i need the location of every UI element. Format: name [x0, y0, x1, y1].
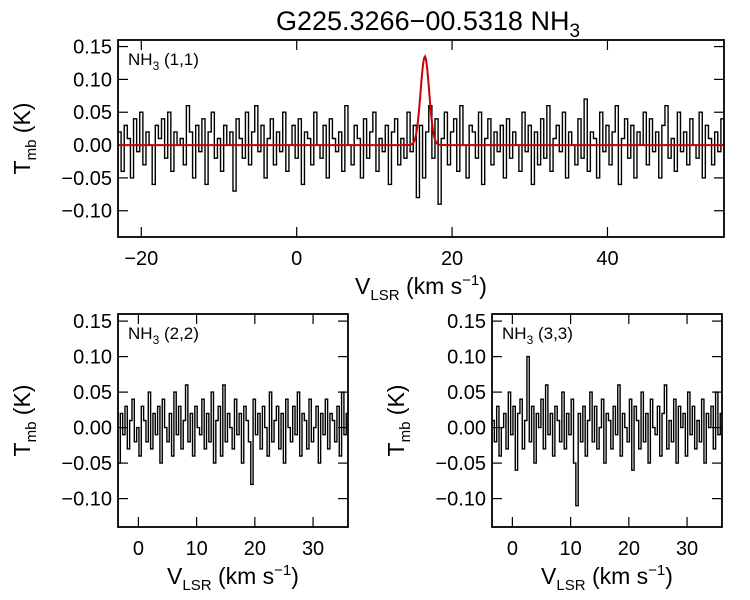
gaussian-fit-line — [118, 54, 724, 147]
spectrum-line — [118, 348, 348, 486]
plot-frame — [117, 39, 725, 238]
y-tick-label: 0.00 — [73, 135, 112, 157]
y-tick-label: 0.15 — [447, 311, 486, 333]
y-tick-label: 0.05 — [73, 382, 112, 404]
y-tick-label: 0.15 — [73, 37, 112, 59]
y-tick-label: 0.10 — [447, 347, 486, 369]
y-tick-label: 0.15 — [73, 311, 112, 333]
x-tick-label: 40 — [596, 248, 618, 270]
x-tick-label: 20 — [441, 248, 463, 270]
plot-frame — [117, 313, 349, 528]
y-tick-label: −0.05 — [61, 453, 112, 475]
panel-label: NH3 (1,1) — [128, 50, 199, 73]
y-tick-label: −0.10 — [61, 201, 112, 223]
x-tick-label: 0 — [133, 538, 144, 560]
x-tick-label: 20 — [244, 538, 266, 560]
y-tick-label: −0.10 — [61, 489, 112, 511]
spectrum-line — [492, 355, 722, 507]
panel-label: NH3 (3,3) — [502, 324, 573, 347]
x-tick-label: −20 — [124, 248, 158, 270]
x-axis-label: VLSR (km s−1) — [541, 562, 673, 594]
x-tick-label: 30 — [676, 538, 698, 560]
x-axis-label: VLSR (km s−1) — [167, 562, 299, 594]
spectrum-line — [118, 98, 724, 205]
panel-nh3-2-2: −0.10 −0.05 0.00 0.05 0.10 0.15 0 10 20 30 NH3 (2,… — [9, 311, 349, 594]
figure-title: G225.3266−00.5318 NH3 — [276, 6, 580, 42]
panel-nh3-1-1: −0.10 −0.05 0.00 0.05 0.10 0.15 −20 0 20 40 NH3 (1… — [9, 37, 725, 304]
y-tick-label: −0.05 — [435, 453, 486, 475]
x-tick-label: 0 — [507, 538, 518, 560]
x-tick-label: 10 — [185, 538, 207, 560]
panel-label: NH3 (2,2) — [128, 324, 199, 347]
y-tick-label: 0.10 — [73, 69, 112, 91]
y-tick-label: −0.05 — [61, 168, 112, 190]
y-tick-label: 0.10 — [73, 347, 112, 369]
y-tick-label: −0.10 — [435, 489, 486, 511]
y-axis-label: Tmb (K) — [383, 385, 414, 457]
x-tick-label: 30 — [302, 538, 324, 560]
y-tick-label: 0.05 — [447, 382, 486, 404]
y-tick-label: 0.05 — [73, 102, 112, 124]
panel-nh3-3-3: −0.10 −0.05 0.00 0.05 0.10 0.15 0 10 20 30 NH3 (3,… — [383, 311, 723, 594]
y-axis-label: Tmb (K) — [9, 103, 40, 175]
x-tick-label: 10 — [559, 538, 581, 560]
x-tick-label: 0 — [291, 248, 302, 270]
x-tick-label: 20 — [618, 538, 640, 560]
x-axis-label: VLSR (km s−1) — [355, 272, 487, 304]
y-axis-label: Tmb (K) — [9, 385, 40, 457]
plot-frame — [491, 313, 723, 528]
y-tick-label: 0.00 — [73, 418, 112, 440]
y-tick-label: 0.00 — [447, 418, 486, 440]
